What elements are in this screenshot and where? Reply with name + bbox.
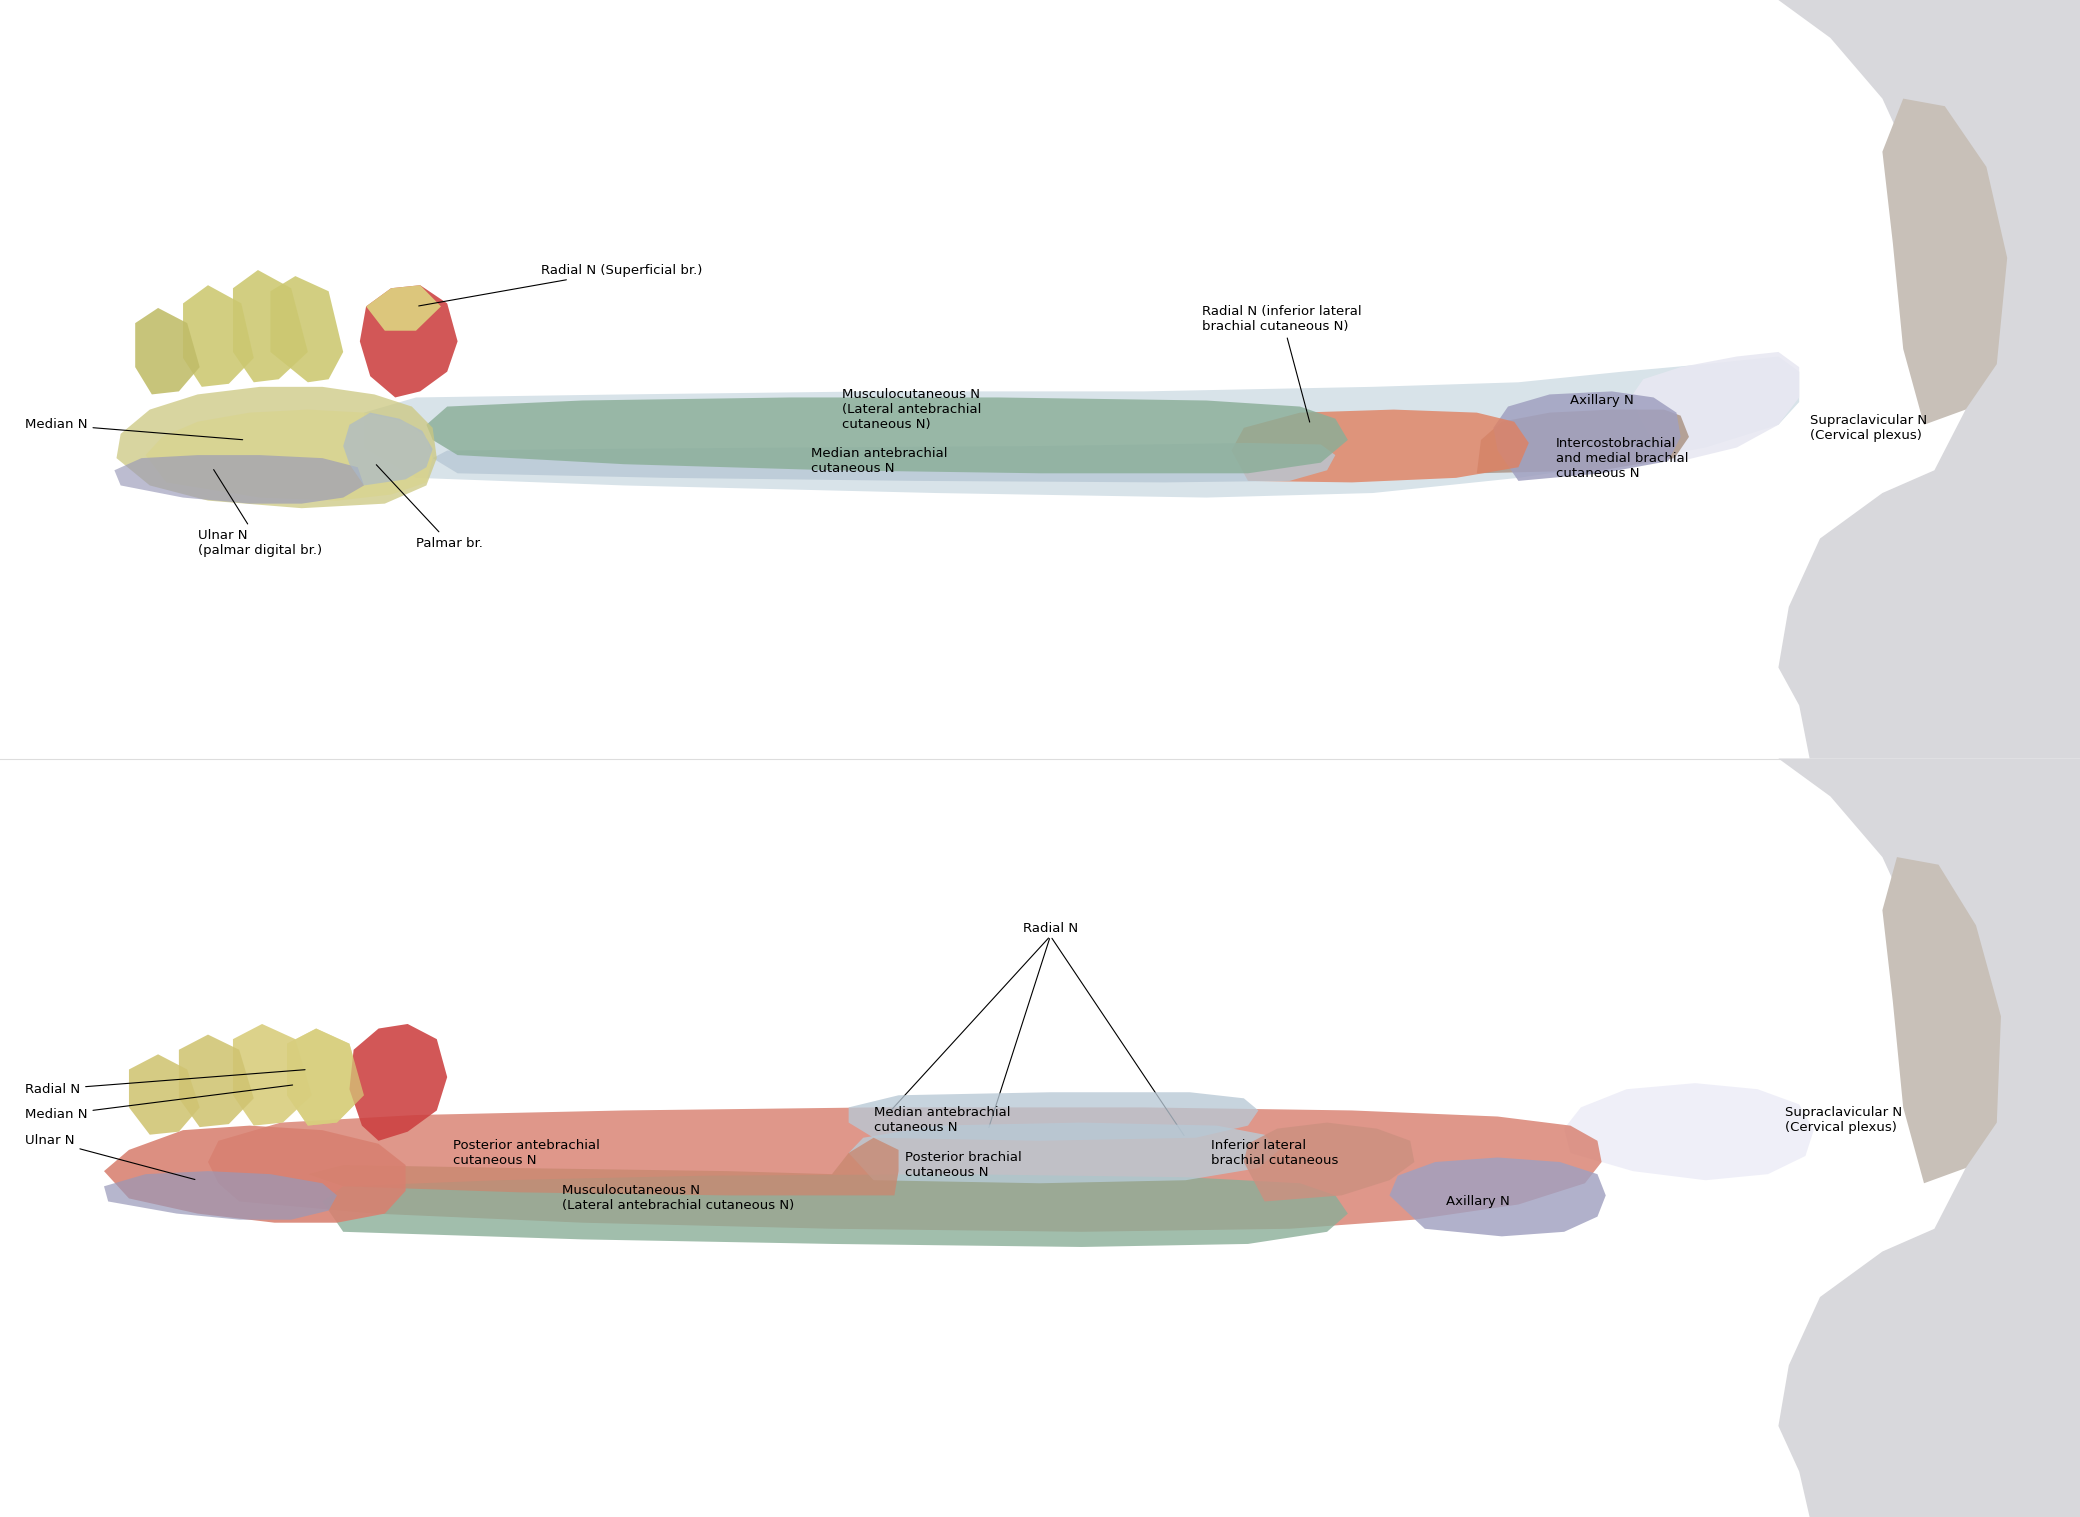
Polygon shape: [104, 1126, 406, 1223]
Text: Median N: Median N: [25, 1085, 293, 1121]
Text: Ulnar N
(palmar digital br.): Ulnar N (palmar digital br.): [198, 470, 322, 557]
Polygon shape: [1477, 410, 1689, 473]
Polygon shape: [135, 308, 200, 394]
Polygon shape: [146, 410, 433, 501]
Polygon shape: [287, 1029, 364, 1126]
Polygon shape: [1882, 99, 2007, 425]
Polygon shape: [179, 1035, 254, 1127]
Polygon shape: [1564, 1083, 1814, 1180]
Polygon shape: [1493, 391, 1681, 481]
Polygon shape: [364, 356, 1799, 498]
Polygon shape: [270, 276, 343, 382]
Text: Median N: Median N: [25, 419, 243, 440]
Polygon shape: [233, 1024, 312, 1126]
Polygon shape: [308, 1138, 899, 1195]
Text: Supraclavicular N
(Cervical plexus): Supraclavicular N (Cervical plexus): [1785, 1106, 1901, 1133]
Text: Intercostobrachial
and medial brachial
cutaneous N: Intercostobrachial and medial brachial c…: [1556, 437, 1689, 479]
Polygon shape: [129, 1054, 200, 1135]
Text: Musculocutaneous N
(Lateral antebrachial cutaneous N): Musculocutaneous N (Lateral antebrachial…: [562, 1185, 795, 1212]
Text: Musculocutaneous N
(Lateral antebrachial
cutaneous N): Musculocutaneous N (Lateral antebrachial…: [842, 388, 982, 431]
Text: Radial N (Superficial br.): Radial N (Superficial br.): [418, 264, 703, 306]
Polygon shape: [849, 1123, 1279, 1183]
Polygon shape: [360, 285, 458, 397]
Text: Posterior brachial
cutaneous N: Posterior brachial cutaneous N: [905, 1151, 1021, 1179]
Text: Axillary N: Axillary N: [1570, 394, 1635, 407]
Polygon shape: [208, 1107, 1602, 1232]
Polygon shape: [287, 1029, 364, 1126]
Text: Ulnar N: Ulnar N: [25, 1135, 196, 1180]
Polygon shape: [433, 443, 1335, 482]
Polygon shape: [1778, 0, 2080, 758]
Polygon shape: [366, 285, 441, 331]
Polygon shape: [1389, 1157, 1606, 1236]
Polygon shape: [1244, 1123, 1414, 1201]
Polygon shape: [426, 397, 1348, 473]
Polygon shape: [849, 1092, 1258, 1141]
Polygon shape: [233, 270, 308, 382]
Text: Radial N: Radial N: [25, 1069, 306, 1095]
Text: Radial N: Radial N: [1023, 922, 1077, 934]
Text: Inferior lateral
brachial cutaneous: Inferior lateral brachial cutaneous: [1211, 1139, 1337, 1167]
Polygon shape: [1882, 857, 2001, 1183]
Text: Median antebrachial
cutaneous N: Median antebrachial cutaneous N: [811, 448, 948, 475]
Polygon shape: [183, 285, 254, 387]
Text: Median antebrachial
cutaneous N: Median antebrachial cutaneous N: [874, 1106, 1011, 1133]
Text: Posterior antebrachial
cutaneous N: Posterior antebrachial cutaneous N: [453, 1139, 601, 1167]
Text: Palmar br.: Palmar br.: [376, 464, 483, 549]
Text: Axillary N: Axillary N: [1446, 1195, 1510, 1208]
Polygon shape: [114, 455, 364, 504]
Polygon shape: [104, 1171, 337, 1220]
Polygon shape: [1778, 758, 2080, 1517]
Polygon shape: [1231, 410, 1529, 482]
Polygon shape: [322, 1174, 1348, 1247]
Text: Radial N (inferior lateral
brachial cutaneous N): Radial N (inferior lateral brachial cuta…: [1202, 305, 1362, 422]
Text: Supraclavicular N
(Cervical plexus): Supraclavicular N (Cervical plexus): [1810, 414, 1926, 441]
Polygon shape: [343, 413, 433, 485]
Polygon shape: [116, 387, 437, 508]
Polygon shape: [349, 1024, 447, 1141]
Polygon shape: [1633, 352, 1799, 463]
